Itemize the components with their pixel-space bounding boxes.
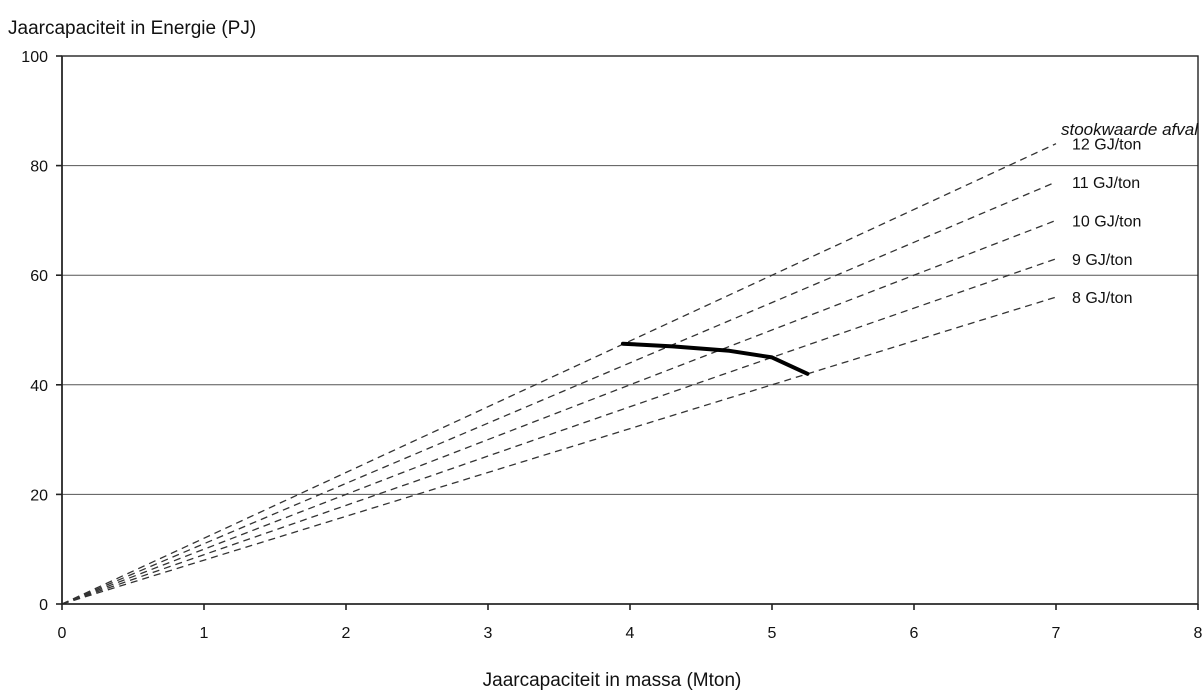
- x-tick-label-1: 1: [200, 625, 209, 642]
- series-line-10-gj-ton: [61, 219, 1057, 605]
- plot-frame: [61, 55, 1199, 605]
- y-tick-label-2: 40: [30, 378, 48, 395]
- x-axis-title: Jaarcapaciteit in massa (Mton): [483, 670, 742, 691]
- series-lines: [61, 143, 1057, 605]
- legend-entry-4: 8 GJ/ton: [1072, 290, 1132, 307]
- axes: [56, 55, 1199, 610]
- x-tick-label-7: 7: [1052, 625, 1061, 642]
- y-tick-label-3: 60: [30, 268, 48, 285]
- legend: stookwaarde afval 12 GJ/ton 11 GJ/ton 10 G…: [1061, 120, 1199, 307]
- series-line-9-gj-ton: [61, 258, 1057, 605]
- y-tick-label-0: 0: [39, 597, 48, 614]
- legend-entry-3: 9 GJ/ton: [1072, 252, 1132, 269]
- y-axis-title: Jaarcapaciteit in Energie (PJ): [8, 18, 256, 39]
- legend-entry-0: 12 GJ/ton: [1072, 137, 1141, 154]
- series-line-8-gj-ton: [61, 296, 1057, 605]
- legend-entry-1: 11 GJ/ton: [1072, 175, 1140, 192]
- y-tick-label-1: 20: [30, 487, 48, 504]
- x-tick-label-4: 4: [626, 625, 635, 642]
- tick-labels: 0 20 40 60 80 100 0 1 2 3 4 5 6 7 8: [21, 49, 1202, 642]
- legend-entry-2: 10 GJ/ton: [1072, 213, 1141, 230]
- x-tick-label-2: 2: [342, 625, 351, 642]
- legend-title: stookwaarde afval: [1061, 120, 1199, 139]
- x-tick-label-0: 0: [58, 625, 67, 642]
- x-tick-label-3: 3: [484, 625, 493, 642]
- y-tick-label-4: 80: [30, 159, 48, 176]
- x-tick-label-5: 5: [768, 625, 777, 642]
- x-tick-label-8: 8: [1194, 625, 1203, 642]
- x-tick-label-6: 6: [910, 625, 919, 642]
- series-line-11-gj-ton: [61, 181, 1057, 605]
- series-line-12-gj-ton: [61, 143, 1057, 605]
- capacity-curve: [620, 341, 810, 376]
- y-tick-label-5: 100: [21, 49, 48, 66]
